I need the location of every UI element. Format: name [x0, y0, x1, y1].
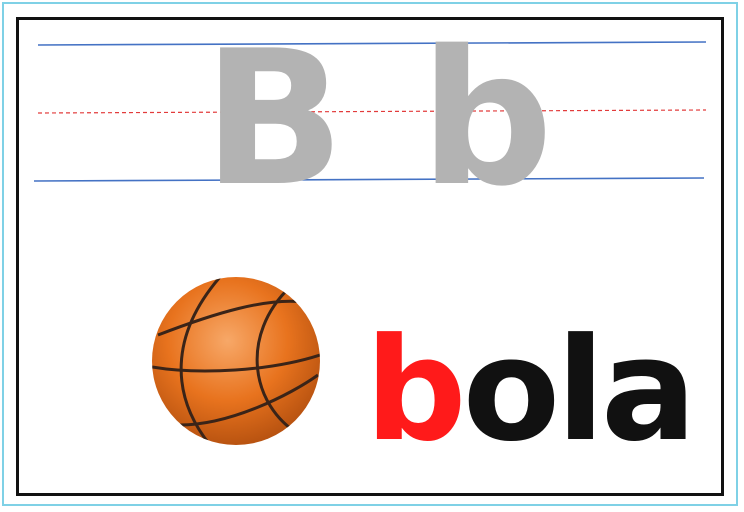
- basketball-icon: [152, 277, 320, 445]
- word-first-letter: b: [365, 308, 467, 473]
- word-rest: ola: [462, 308, 697, 473]
- top-guide-line: [37, 41, 707, 46]
- outer-frame: [2, 2, 738, 506]
- mid-guide-line: [37, 109, 707, 114]
- base-guide-line: [33, 177, 705, 182]
- uppercase-letter: B: [203, 10, 345, 227]
- inner-frame: [16, 17, 724, 496]
- example-word: bola: [365, 320, 697, 462]
- lowercase-letter: b: [420, 10, 554, 227]
